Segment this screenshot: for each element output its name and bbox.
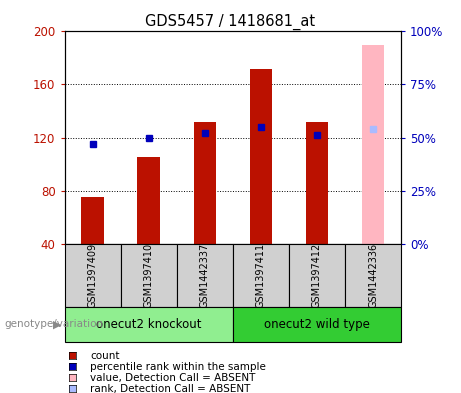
Bar: [250, 68, 272, 244]
Text: count: count: [90, 351, 119, 361]
Bar: [177, 244, 233, 307]
Bar: [194, 121, 216, 244]
Text: onecut2 knockout: onecut2 knockout: [96, 318, 201, 331]
Text: GSM1397412: GSM1397412: [312, 242, 322, 308]
Bar: [289, 244, 345, 307]
Bar: [306, 121, 328, 244]
Text: onecut2 wild type: onecut2 wild type: [264, 318, 370, 331]
Bar: [65, 244, 121, 307]
Bar: [121, 244, 177, 307]
Bar: [362, 45, 384, 244]
Text: GSM1442337: GSM1442337: [200, 242, 210, 308]
Text: value, Detection Call = ABSENT: value, Detection Call = ABSENT: [90, 373, 255, 383]
Text: GDS5457 / 1418681_at: GDS5457 / 1418681_at: [145, 14, 316, 30]
Bar: [345, 244, 401, 307]
Text: GSM1397411: GSM1397411: [256, 242, 266, 308]
Bar: [137, 158, 160, 244]
Text: GSM1397410: GSM1397410: [144, 242, 154, 308]
Bar: [82, 197, 104, 244]
Text: genotype/variation: genotype/variation: [5, 319, 104, 329]
Bar: [233, 244, 289, 307]
Text: percentile rank within the sample: percentile rank within the sample: [90, 362, 266, 372]
Text: ▶: ▶: [53, 319, 61, 329]
Bar: [233, 307, 401, 342]
Text: GSM1442336: GSM1442336: [368, 242, 378, 308]
Bar: [65, 307, 233, 342]
Text: GSM1397409: GSM1397409: [88, 242, 98, 308]
Text: rank, Detection Call = ABSENT: rank, Detection Call = ABSENT: [90, 384, 250, 393]
